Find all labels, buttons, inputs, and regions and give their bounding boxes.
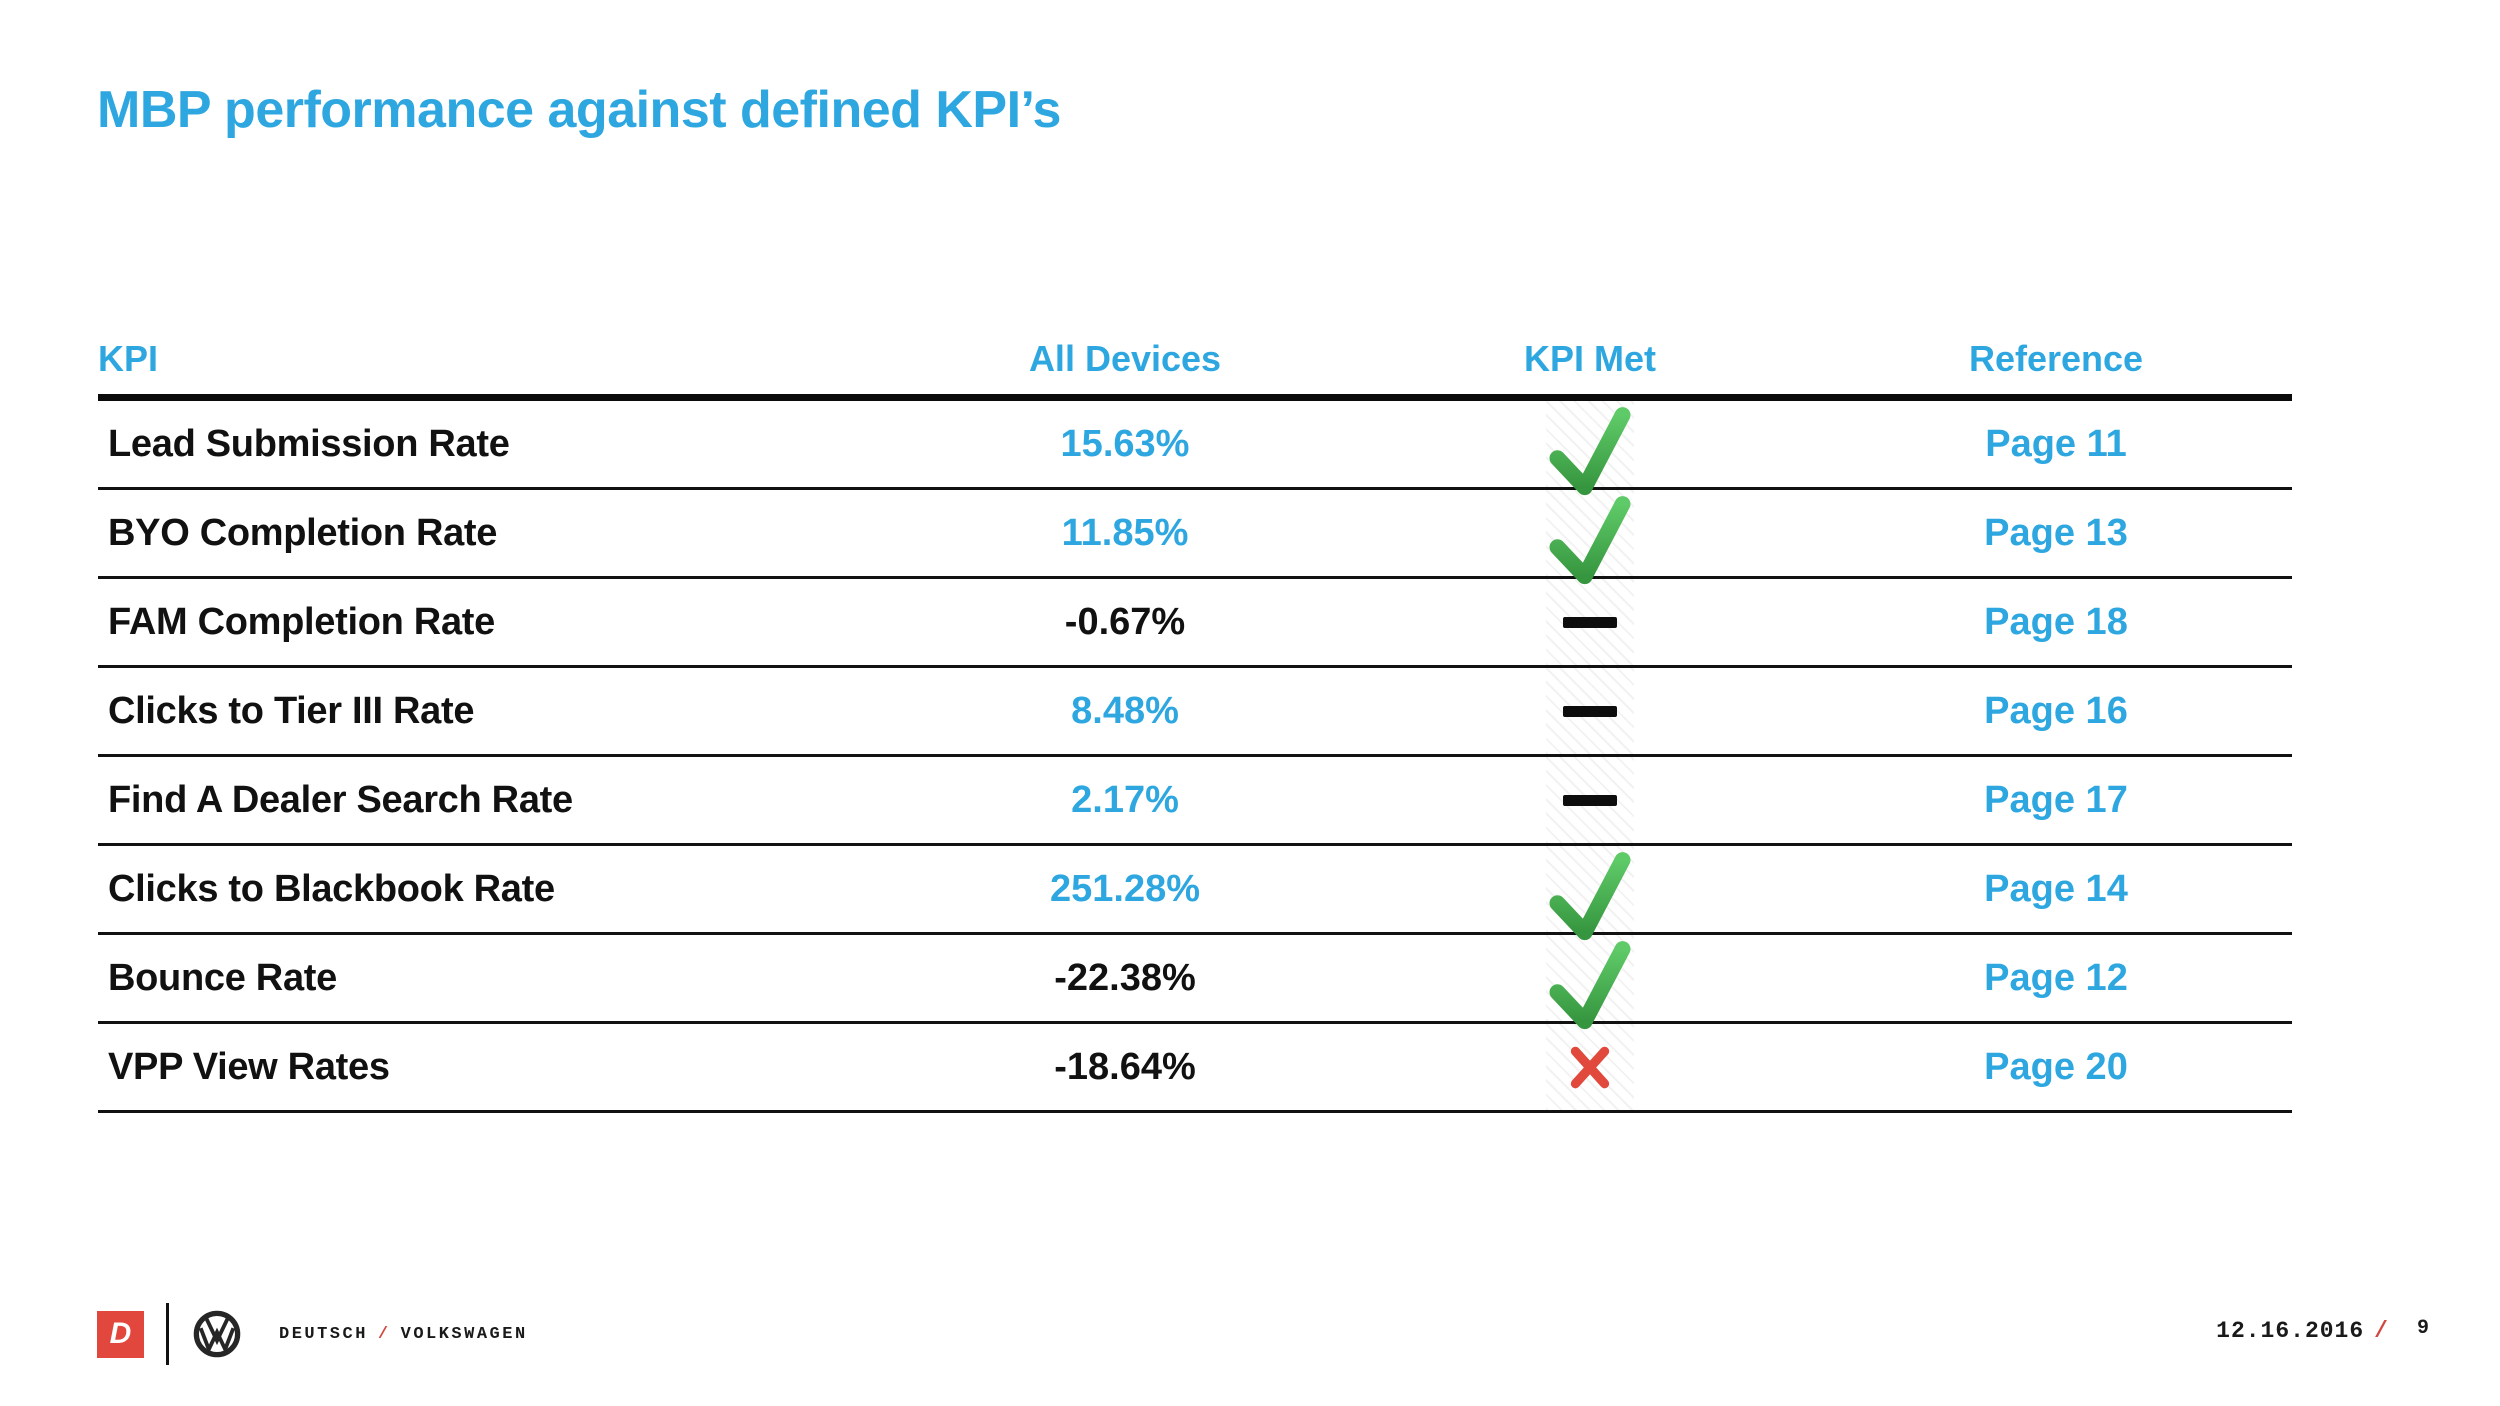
kpi-met-cell (1360, 490, 1820, 585)
kpi-value-all-devices: 251.28% (1049, 867, 1200, 910)
kpi-met-cell-box (1546, 846, 1634, 941)
kpi-value-all-devices: 8.48% (1071, 689, 1179, 732)
column-header-kpi-met: KPI Met (1523, 338, 1656, 379)
deutsch-logo-letter: D (109, 1317, 132, 1350)
kpi-name: VPP View Rates (108, 1045, 390, 1088)
kpi-met-cell (1360, 935, 1820, 1030)
x-icon (1570, 1046, 1610, 1089)
kpi-met-cell (1360, 846, 1820, 941)
kpi-met-cell-box (1546, 1024, 1634, 1110)
kpi-value-all-devices: -0.67% (1064, 600, 1186, 643)
kpi-met-cell-box (1546, 757, 1634, 843)
page-reference-link[interactable]: Page 13 (1984, 511, 2128, 554)
date-separator-slash: / (2374, 1318, 2389, 1344)
check-icon (1549, 941, 1631, 1030)
kpi-value-all-devices: -18.64% (1054, 1045, 1196, 1088)
kpi-name: Find A Dealer Search Rate (108, 778, 573, 821)
dash-icon (1563, 705, 1617, 717)
dash-icon (1563, 616, 1617, 628)
slide-date: 12.16.2016 (2216, 1318, 2365, 1344)
kpi-table-header-row: KPI All Devices KPI Met Reference (98, 310, 2292, 401)
table-row: BYO Completion Rate 11.85% Page 13 (98, 490, 2292, 585)
brand-name-deutsch: DEUTSCH (279, 1324, 368, 1344)
table-row: Find A Dealer Search Rate 2.17% Page 17 (98, 757, 2292, 846)
kpi-name: Clicks to Tier III Rate (108, 689, 475, 732)
kpi-name: Clicks to Blackbook Rate (108, 867, 555, 910)
footer-date-area: 12.16.2016 / 9 (2216, 1317, 2430, 1344)
kpi-met-cell (1360, 757, 1820, 843)
column-header-all-devices: All Devices (1028, 338, 1222, 379)
brand-name-volkswagen: VOLKSWAGEN (400, 1324, 528, 1344)
kpi-name: BYO Completion Rate (108, 511, 498, 554)
dash-icon (1563, 794, 1617, 806)
kpi-table-body: Lead Submission Rate 15.63% Page 11 BYO Com… (98, 401, 2292, 1113)
kpi-value-all-devices: 15.63% (1060, 422, 1190, 465)
kpi-met-cell-box (1546, 490, 1634, 585)
brand-separator-slash: / (377, 1324, 391, 1344)
kpi-met-cell-box (1546, 668, 1634, 754)
check-icon (1549, 407, 1631, 496)
kpi-met-cell-box (1546, 401, 1634, 496)
kpi-met-cell-box (1546, 579, 1634, 665)
table-row: VPP View Rates -18.64% Page 20 (98, 1024, 2292, 1113)
page-reference-link[interactable]: Page 14 (1984, 867, 2128, 910)
footer-brand-area: D DEUTSCH / VOLKSWAGEN (97, 1302, 528, 1366)
table-row: FAM Completion Rate -0.67% Page 18 (98, 579, 2292, 668)
kpi-table: KPI All Devices KPI Met Reference Lead S… (98, 310, 2292, 1113)
page-reference-link[interactable]: Page 17 (1984, 778, 2128, 821)
kpi-met-cell (1360, 401, 1820, 496)
table-row: Clicks to Tier III Rate 8.48% Page 16 (98, 668, 2292, 757)
page-reference-link[interactable]: Page 16 (1984, 689, 2128, 732)
page-reference-link[interactable]: Page 18 (1984, 600, 2128, 643)
kpi-met-cell (1360, 668, 1820, 754)
page-reference-link[interactable]: Page 11 (1985, 422, 2127, 465)
table-row: Clicks to Blackbook Rate 251.28% Page 14 (98, 846, 2292, 941)
vw-logo-icon (193, 1310, 241, 1358)
kpi-met-cell-box (1546, 935, 1634, 1030)
page-reference-link[interactable]: Page 20 (1984, 1045, 2128, 1088)
page-title: MBP performance against defined KPI’s (97, 81, 1061, 139)
column-header-reference: Reference (1968, 338, 2144, 379)
kpi-value-all-devices: -22.38% (1054, 956, 1196, 999)
check-icon (1549, 852, 1631, 941)
kpi-value-all-devices: 11.85% (1061, 511, 1189, 554)
page-number: 9 (2416, 1317, 2430, 1340)
kpi-name: Bounce Rate (108, 956, 337, 999)
kpi-name: FAM Completion Rate (108, 600, 495, 643)
deutsch-logo: D (97, 1310, 144, 1358)
brand-lockup: DEUTSCH / VOLKSWAGEN (279, 1325, 528, 1344)
kpi-value-all-devices: 2.17% (1071, 778, 1179, 821)
table-row: Bounce Rate -22.38% Page 12 (98, 935, 2292, 1030)
footer-divider (166, 1303, 169, 1365)
kpi-name: Lead Submission Rate (108, 422, 510, 465)
kpi-met-cell (1360, 579, 1820, 665)
page-reference-link[interactable]: Page 12 (1984, 956, 2128, 999)
kpi-met-cell (1360, 1024, 1820, 1110)
check-icon (1549, 496, 1631, 585)
table-row: Lead Submission Rate 15.63% Page 11 (98, 401, 2292, 496)
column-header-kpi: KPI (98, 338, 159, 379)
